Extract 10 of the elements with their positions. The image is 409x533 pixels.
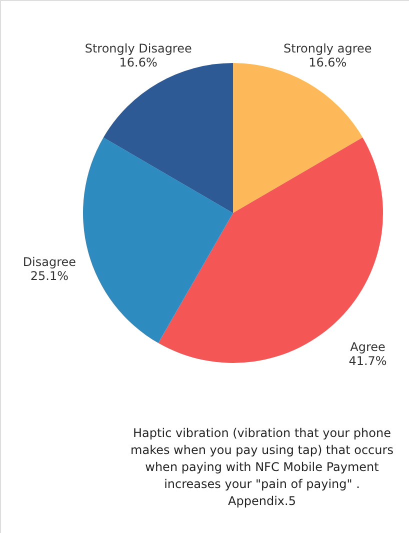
slice-label: Disagree	[22, 254, 76, 269]
data-label: 41.7%	[348, 354, 387, 368]
data-label: 16.6%	[308, 55, 347, 70]
slice-label: Strongly agree	[284, 41, 372, 56]
slice-label: Strongly Disagree	[84, 41, 192, 56]
data-label: 16.6%	[119, 55, 158, 70]
data-label: 25.1%	[30, 268, 68, 283]
text: Haptic vibration (vibration that your phone makes when you pay using tap) that occurs when paying with NFC Mobile Payment increases your "pain of paying" . Appendix.5	[130, 426, 394, 508]
slice-label: Agree	[350, 340, 386, 354]
pie-slice	[83, 137, 233, 344]
